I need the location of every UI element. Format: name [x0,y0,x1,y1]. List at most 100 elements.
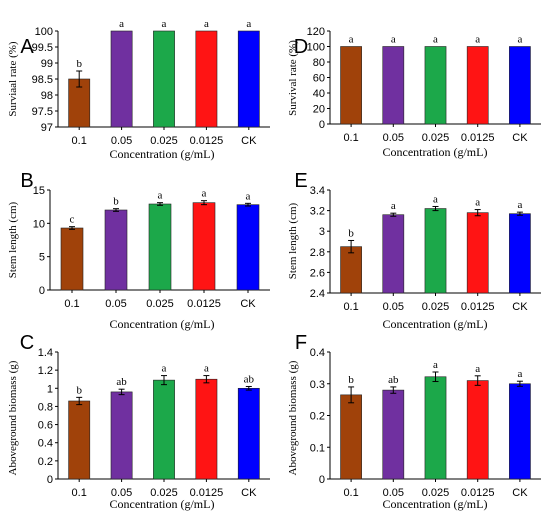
significance-label: b [76,384,82,396]
y-tick-label: 3.2 [310,206,325,218]
bar [148,203,172,291]
x-tick-label: CK [512,132,528,144]
x-tick-label: 0.05 [383,487,404,499]
y-tick-label: 5 [39,252,45,264]
bar [236,204,260,291]
bar [153,379,175,480]
x-tick-label: 0.05 [383,301,404,313]
x-tick-label: 0.05 [105,298,126,310]
significance-label: a [204,363,209,375]
y-axis-title: Surviaal rate (%) [7,41,19,116]
y-tick-label: 98.5 [32,74,53,86]
x-tick-label: 0.0125 [187,298,221,310]
y-tick-label: 3 [319,226,325,238]
bar [110,30,133,128]
bar [509,213,531,294]
significance-label: a [246,190,251,202]
y-tick-label: 2.4 [310,288,325,300]
y-tick-label: 120 [307,26,325,38]
y-tick-label: 0.3 [310,379,325,391]
x-tick-label: 0.1 [72,135,87,147]
x-tick-label: 0.025 [150,135,178,147]
y-tick-label: 2.6 [310,267,325,279]
significance-label: a [475,363,480,375]
bar [340,394,362,480]
significance-label: a [433,34,438,46]
x-tick-label: CK [512,301,528,313]
significance-label: ab [116,376,127,388]
panel-letter: A [20,36,34,58]
y-tick-label: 97.5 [32,106,53,118]
y-tick-label: 0 [39,285,45,297]
x-tick-label: 0.1 [343,132,358,144]
significance-label: b [348,227,354,239]
x-tick-label: 0.1 [72,487,87,499]
y-tick-label: 0.2 [310,411,325,423]
y-tick-label: 0.4 [310,347,325,359]
y-tick-label: 99 [41,58,53,70]
y-tick-label: 40 [313,88,325,100]
bar [509,383,531,480]
y-tick-label: 0.6 [38,420,53,432]
y-tick-label: 0 [319,474,325,486]
y-tick-label: 1.4 [38,347,53,359]
y-axis-title: Stem length (cm) [287,202,299,279]
bar [509,46,531,125]
x-tick-label: CK [241,487,257,499]
y-axis-title: Stem length (cm) [7,201,19,278]
x-axis-title: Concentration (g/mL) [383,497,488,511]
panel-letter: F [295,332,307,354]
y-tick-label: 2.8 [310,247,325,259]
x-axis-title: Concentration (g/mL) [383,317,488,331]
significance-label: a [162,363,167,375]
significance-label: a [391,34,396,46]
bar [153,30,175,128]
y-tick-label: 98 [41,90,53,102]
bar [68,400,91,480]
x-tick-label: 0.0125 [190,487,224,499]
bar [110,391,133,480]
bar [466,212,489,294]
x-axis-title: Concentration (g/mL) [110,497,215,511]
bar [195,30,218,128]
x-tick-label: 0.05 [383,132,404,144]
x-tick-label: 0.0125 [461,132,495,144]
x-tick-label: 0.025 [422,301,450,313]
significance-label: a [119,18,124,30]
y-tick-label: 60 [313,73,325,85]
bar [237,387,260,480]
y-tick-label: 1.2 [38,365,53,377]
y-tick-label: 80 [313,57,325,69]
bar [340,46,362,125]
x-axis-title: Concentration (g/mL) [110,317,215,331]
significance-label: a [158,190,163,202]
bar [382,46,405,125]
y-axis-title: Aboveground biomass (g) [287,360,299,475]
x-tick-label: CK [240,298,256,310]
y-axis-title: Survival rate (%) [287,40,299,116]
x-tick-label: 0.025 [150,487,178,499]
significance-label: b [76,58,82,70]
significance-label: a [391,200,396,212]
bar [382,214,405,294]
x-tick-label: 0.025 [422,132,450,144]
y-tick-label: 0.4 [38,438,53,450]
bar [424,46,447,125]
y-tick-label: 100 [35,26,53,38]
x-tick-label: 0.0125 [461,487,495,499]
significance-label: a [246,18,251,30]
x-tick-label: 0.0125 [461,301,495,313]
x-tick-label: 0.1 [64,298,79,310]
significance-label: a [475,34,480,46]
x-tick-label: CK [512,487,528,499]
significance-label: a [517,34,522,46]
y-tick-label: 20 [313,104,325,116]
y-axis-title: Aboveground biomass (g) [7,360,19,475]
y-tick-label: 0.2 [38,456,53,468]
panel-letter: B [20,170,33,192]
x-axis-title: Concentration (g/mL) [110,147,215,161]
x-tick-label: 0.0125 [190,135,224,147]
significance-label: ab [244,373,255,385]
bar [192,202,216,291]
